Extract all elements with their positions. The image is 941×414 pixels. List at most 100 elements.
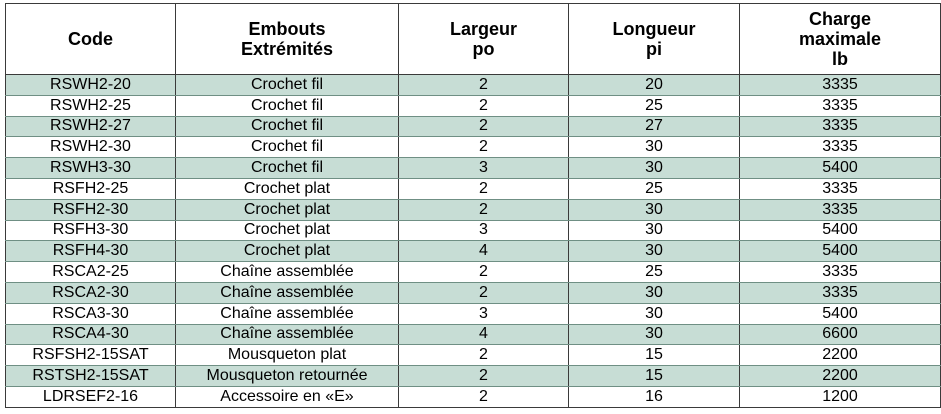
cell-largeur: 4 xyxy=(398,323,569,346)
cell-largeur: 2 xyxy=(398,261,569,283)
cell-longueur: 30 xyxy=(568,219,740,242)
cell-embout: Crochet plat xyxy=(175,240,399,263)
cell-longueur: 30 xyxy=(568,323,740,346)
cell-code: RSCA2-30 xyxy=(5,281,176,304)
table-row: RSTSH2-15SAT Mousqueton retournée 2 15 2200 xyxy=(5,365,941,387)
table-row: RSFH2-30 Crochet plat 2 30 3335 xyxy=(5,198,941,221)
cell-longueur: 15 xyxy=(568,365,740,387)
cell-charge: 5400 xyxy=(739,240,941,263)
cell-longueur: 25 xyxy=(568,94,740,117)
header-largeur: Largeur po xyxy=(398,3,569,75)
cell-charge: 3335 xyxy=(739,136,941,159)
table-row: LDRSEF2-16 Accessoire en «E» 2 16 1200 xyxy=(5,385,941,408)
cell-charge: 1200 xyxy=(739,385,941,408)
cell-code: RSFSH2-15SAT xyxy=(5,344,176,367)
cell-code: RSCA4-30 xyxy=(5,323,176,346)
cell-largeur: 2 xyxy=(398,365,569,387)
cell-embout: Crochet fil xyxy=(175,74,399,96)
cell-embout: Chaîne assemblée xyxy=(175,302,399,325)
table-row: RSCA4-30 Chaîne assemblée 4 30 6600 xyxy=(5,323,941,346)
cell-charge: 2200 xyxy=(739,365,941,387)
header-longueur: Longueur pi xyxy=(568,3,740,75)
cell-charge: 3335 xyxy=(739,261,941,283)
cell-code: RSCA2-25 xyxy=(5,261,176,283)
cell-longueur: 20 xyxy=(568,74,740,96)
table-row: RSFH2-25 Crochet plat 2 25 3335 xyxy=(5,177,941,200)
cell-embout: Chaîne assemblée xyxy=(175,261,399,283)
cell-embout: Accessoire en «E» xyxy=(175,385,399,408)
cell-code: RSWH2-20 xyxy=(5,74,176,96)
cell-code: RSWH2-30 xyxy=(5,136,176,159)
cell-largeur: 2 xyxy=(398,115,569,138)
cell-charge: 3335 xyxy=(739,115,941,138)
cell-code: RSTSH2-15SAT xyxy=(5,365,176,387)
cell-charge: 5400 xyxy=(739,302,941,325)
cell-code: RSCA3-30 xyxy=(5,302,176,325)
cell-largeur: 4 xyxy=(398,240,569,263)
cell-charge: 5400 xyxy=(739,157,941,179)
cell-largeur: 2 xyxy=(398,94,569,117)
cell-largeur: 3 xyxy=(398,302,569,325)
cell-embout: Crochet fil xyxy=(175,94,399,117)
cell-code: RSFH2-25 xyxy=(5,177,176,200)
cell-longueur: 30 xyxy=(568,302,740,325)
cell-code: RSWH2-25 xyxy=(5,94,176,117)
cell-largeur: 2 xyxy=(398,385,569,408)
table-row: RSFH4-30 Crochet plat 4 30 5400 xyxy=(5,240,941,263)
cell-longueur: 30 xyxy=(568,136,740,159)
cell-charge: 2200 xyxy=(739,344,941,367)
product-table: Code Embouts Extrémités Largeur po Longueu… xyxy=(5,3,941,408)
cell-code: RSFH3-30 xyxy=(5,219,176,242)
cell-charge: 3335 xyxy=(739,74,941,96)
header-row: Code Embouts Extrémités Largeur po Longueu… xyxy=(5,3,941,75)
table-row: RSWH2-25 Crochet fil 2 25 3335 xyxy=(5,94,941,117)
table-row: RSCA2-30 Chaîne assemblée 2 30 3335 xyxy=(5,281,941,304)
cell-longueur: 27 xyxy=(568,115,740,138)
table-row: RSFSH2-15SAT Mousqueton plat 2 15 2200 xyxy=(5,344,941,367)
header-charge: Charge maximale lb xyxy=(739,3,941,75)
cell-embout: Crochet fil xyxy=(175,115,399,138)
header-code: Code xyxy=(5,3,176,75)
cell-embout: Chaîne assemblée xyxy=(175,323,399,346)
cell-embout: Crochet fil xyxy=(175,136,399,159)
cell-code: RSFH2-30 xyxy=(5,198,176,221)
cell-longueur: 30 xyxy=(568,240,740,263)
table-row: RSWH3-30 Crochet fil 3 30 5400 xyxy=(5,157,941,179)
cell-largeur: 2 xyxy=(398,281,569,304)
table-row: RSWH2-27 Crochet fil 2 27 3335 xyxy=(5,115,941,138)
cell-largeur: 3 xyxy=(398,219,569,242)
cell-embout: Crochet plat xyxy=(175,177,399,200)
table-row: RSFH3-30 Crochet plat 3 30 5400 xyxy=(5,219,941,242)
cell-embout: Mousqueton plat xyxy=(175,344,399,367)
cell-longueur: 25 xyxy=(568,177,740,200)
cell-code: RSWH2-27 xyxy=(5,115,176,138)
cell-charge: 3335 xyxy=(739,281,941,304)
table-row: RSCA2-25 Chaîne assemblée 2 25 3335 xyxy=(5,261,941,283)
table-row: RSWH2-20 Crochet fil 2 20 3335 xyxy=(5,74,941,96)
cell-longueur: 30 xyxy=(568,157,740,179)
cell-largeur: 2 xyxy=(398,177,569,200)
header-embouts: Embouts Extrémités xyxy=(175,3,399,75)
cell-code: LDRSEF2-16 xyxy=(5,385,176,408)
cell-embout: Chaîne assemblée xyxy=(175,281,399,304)
cell-largeur: 2 xyxy=(398,136,569,159)
cell-charge: 5400 xyxy=(739,219,941,242)
table-row: RSWH2-30 Crochet fil 2 30 3335 xyxy=(5,136,941,159)
cell-embout: Crochet fil xyxy=(175,157,399,179)
cell-longueur: 30 xyxy=(568,281,740,304)
cell-charge: 6600 xyxy=(739,323,941,346)
cell-code: RSFH4-30 xyxy=(5,240,176,263)
cell-largeur: 2 xyxy=(398,74,569,96)
cell-largeur: 3 xyxy=(398,157,569,179)
cell-longueur: 30 xyxy=(568,198,740,221)
cell-charge: 3335 xyxy=(739,94,941,117)
cell-embout: Crochet plat xyxy=(175,198,399,221)
cell-charge: 3335 xyxy=(739,198,941,221)
cell-longueur: 25 xyxy=(568,261,740,283)
table-row: RSCA3-30 Chaîne assemblée 3 30 5400 xyxy=(5,302,941,325)
cell-longueur: 15 xyxy=(568,344,740,367)
cell-charge: 3335 xyxy=(739,177,941,200)
cell-embout: Crochet plat xyxy=(175,219,399,242)
cell-code: RSWH3-30 xyxy=(5,157,176,179)
cell-largeur: 2 xyxy=(398,344,569,367)
